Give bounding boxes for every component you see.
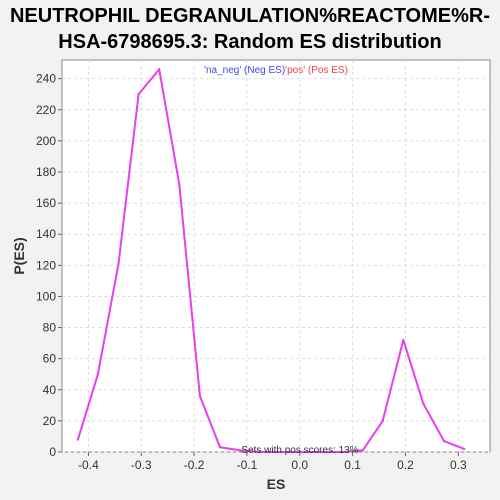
es-data-point <box>422 402 425 405</box>
es-data-point <box>158 68 161 71</box>
es-data-point <box>137 93 140 96</box>
es-data-point <box>381 419 384 423</box>
x-tick-label: 0.2 <box>397 458 414 472</box>
es-data-point <box>320 450 324 454</box>
x-tick-label: 0.3 <box>450 458 467 472</box>
es-data-point <box>218 446 222 449</box>
es-data-point <box>361 449 364 452</box>
es-data-point <box>178 183 181 186</box>
x-tick-label: -0.4 <box>78 458 99 472</box>
es-data-point <box>300 450 303 454</box>
chart-title-line-1: NEUTROPHIL DEGRANULATION%REACTOME%R- <box>10 5 490 27</box>
es-data-point <box>442 439 446 443</box>
es-data-point <box>198 394 202 398</box>
y-tick-label: 40 <box>43 383 57 397</box>
y-tick-label: 200 <box>36 134 56 148</box>
y-tick-label: 80 <box>43 321 57 335</box>
legend-pos-label: 'pos' (Pos ES) <box>285 65 348 76</box>
x-axis-ticks: -0.4 -0.3 -0.2 -0.1 0.0 0.1 0.2 0.3 <box>78 452 467 472</box>
y-tick-label: 140 <box>36 227 56 241</box>
y-tick-label: 60 <box>43 352 57 366</box>
es-data-point <box>340 450 344 454</box>
legend-neg-label: 'na_neg' (Neg ES) <box>204 65 285 76</box>
es-data-point <box>96 373 100 376</box>
es-data-point <box>402 338 405 342</box>
y-tick-label: 180 <box>36 165 56 179</box>
x-tick-label: 0.1 <box>344 458 361 472</box>
y-tick-label: 120 <box>36 258 56 272</box>
y-axis-label: P(ES) <box>11 237 27 274</box>
x-axis-label: ES <box>267 476 286 492</box>
series-layer <box>76 68 466 454</box>
y-tick-label: 20 <box>43 414 57 428</box>
es-data-point <box>239 449 242 452</box>
y-tick-label: 220 <box>36 103 56 117</box>
pos-scores-annotation: Sets with pos scores: 13% <box>241 445 358 456</box>
plot-area <box>61 59 491 453</box>
es-data-point <box>117 262 120 265</box>
chart-title-line-2: HSA-6798695.3: Random ES distribution <box>58 31 441 53</box>
y-tick-label: 240 <box>36 72 56 86</box>
y-axis-ticks: 0 20 40 60 80 100 120 140 160 180 200 220 240 <box>36 72 62 459</box>
grid-lines <box>62 60 490 453</box>
x-tick-label: -0.3 <box>131 458 152 472</box>
es-data-point <box>280 450 283 454</box>
y-tick-label: 0 <box>49 445 56 459</box>
y-tick-label: 160 <box>36 196 56 210</box>
legend: 'na_neg' (Neg ES)'pos' (Pos ES) <box>204 65 348 76</box>
y-tick-label: 100 <box>36 289 56 303</box>
es-data-point <box>462 447 466 451</box>
es-distribution-line <box>76 68 465 453</box>
es-data-point <box>259 450 262 454</box>
x-tick-label: -0.1 <box>237 458 258 472</box>
es-data-point <box>76 438 80 441</box>
x-tick-label: -0.2 <box>184 458 205 472</box>
x-tick-label: 0.0 <box>291 458 308 472</box>
